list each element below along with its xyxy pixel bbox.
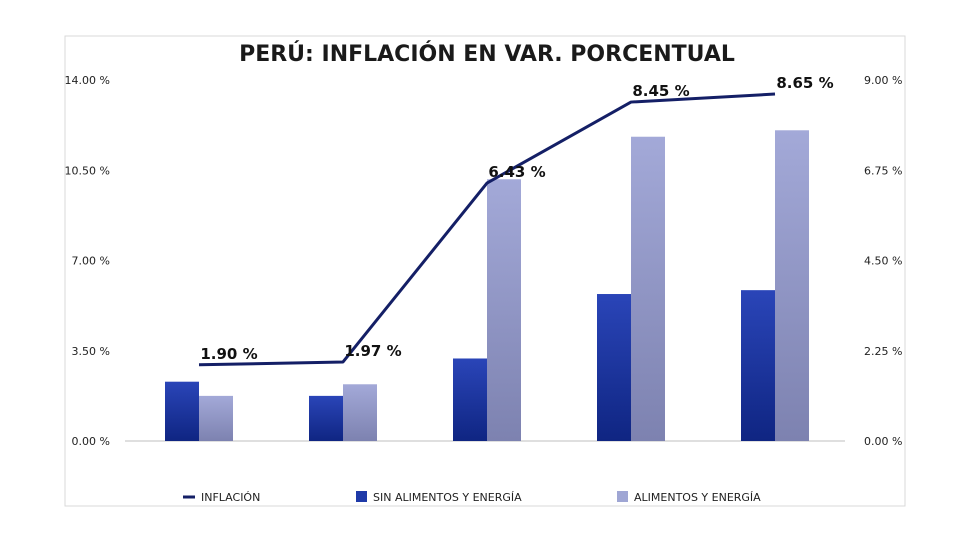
line-data-labels: 1.90 % 1.97 % 6.43 % 8.45 % 8.65 % — [200, 74, 833, 363]
bar-sin-alimentos — [741, 290, 775, 441]
left-tick-label: 14.00 % — [65, 74, 110, 87]
inflation-data-label: 6.43 % — [488, 163, 545, 181]
inflation-data-label: 8.65 % — [776, 74, 833, 92]
bar-series — [165, 130, 809, 441]
bar-alimentos — [487, 179, 521, 441]
left-tick-label: 0.00 % — [72, 435, 110, 448]
bar-alimentos — [631, 136, 665, 441]
inflation-data-label: 8.45 % — [632, 82, 689, 100]
legend-swatch-alimentos — [617, 491, 628, 502]
legend-label-inflacion: INFLACIÓN — [201, 491, 260, 504]
left-tick-label: 3.50 % — [72, 345, 110, 358]
inflation-data-label: 1.90 % — [200, 345, 257, 363]
chart-title: PERÚ: INFLACIÓN EN VAR. PORCENTUAL — [239, 41, 735, 67]
right-tick-label: 2.25 % — [864, 345, 902, 358]
right-tick-label: 6.75 % — [864, 164, 902, 177]
left-axis-ticks: 0.00 % 3.50 % 7.00 % 10.50 % 14.00 % — [65, 74, 110, 448]
inflation-data-label: 1.97 % — [344, 342, 401, 360]
right-tick-label: 0.00 % — [864, 435, 902, 448]
bar-alimentos — [343, 384, 377, 441]
legend: INFLACIÓN SIN ALIMENTOS Y ENERGÍA ALIMEN… — [183, 491, 761, 504]
bar-sin-alimentos — [309, 395, 343, 441]
right-tick-label: 4.50 % — [864, 255, 902, 268]
bar-alimentos — [199, 395, 233, 441]
line-series — [198, 92, 776, 367]
bar-sin-alimentos — [597, 294, 631, 441]
legend-label-sin-alimentos: SIN ALIMENTOS Y ENERGÍA — [373, 491, 522, 504]
inflation-line — [198, 92, 776, 367]
legend-label-alimentos: ALIMENTOS Y ENERGÍA — [634, 491, 761, 504]
right-tick-label: 9.00 % — [864, 74, 902, 87]
bar-sin-alimentos — [165, 381, 199, 441]
left-tick-label: 7.00 % — [72, 255, 110, 268]
left-tick-label: 10.50 % — [65, 164, 110, 177]
right-axis-ticks: 0.00 % 2.25 % 4.50 % 6.75 % 9.00 % — [864, 74, 902, 448]
legend-swatch-sin-alimentos — [356, 491, 367, 502]
bar-sin-alimentos — [453, 358, 487, 441]
bar-alimentos — [775, 130, 809, 441]
